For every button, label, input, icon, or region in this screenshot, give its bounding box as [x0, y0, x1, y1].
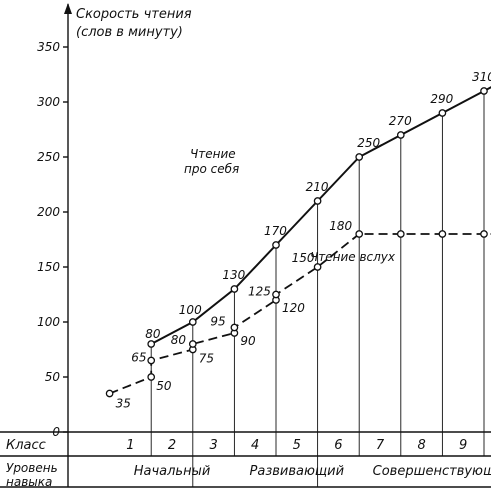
- point-value-label: 80: [171, 333, 187, 347]
- data-point-aloud: [147, 373, 156, 381]
- data-point-silent: [480, 87, 488, 95]
- axes: 0 50 100 150 200 250 300 350: [0, 3, 491, 439]
- class-number: 4: [251, 438, 259, 453]
- point-value-label: 35: [116, 397, 131, 411]
- point-value-label: 210: [306, 180, 329, 194]
- data-point-aloud: [396, 230, 405, 238]
- data-point-aloud: [147, 356, 156, 365]
- series-line-silent: [150, 86, 491, 345]
- class-row-label: Класс: [6, 438, 46, 453]
- point-value-label: 270: [389, 114, 412, 128]
- y-tick-label: 350: [37, 40, 60, 54]
- class-number: 3: [209, 438, 217, 453]
- series-label-silent: Чтение: [190, 147, 236, 161]
- point-value-label: 65: [131, 351, 146, 365]
- data-point-silent: [147, 340, 156, 348]
- point-value-label: 290: [430, 92, 453, 106]
- class-number: 5: [293, 438, 301, 453]
- y-tick-label: 0: [52, 425, 60, 439]
- data-point-silent: [230, 285, 239, 293]
- data-point-aloud: [105, 389, 114, 398]
- point-value-label: 180: [329, 219, 352, 233]
- level-name: Начальный: [134, 464, 211, 479]
- series-line-aloud: [109, 233, 491, 395]
- series-label-aloud: Чтение вслух: [310, 250, 396, 264]
- point-value-label: 125: [248, 285, 271, 299]
- series-lines: [109, 86, 491, 395]
- grid-lines: [150, 91, 485, 432]
- y-tick-label: 250: [37, 150, 60, 164]
- point-value-label: 120: [282, 301, 305, 315]
- y-axis-arrow: [64, 3, 72, 14]
- data-point-aloud: [438, 230, 447, 238]
- point-value-label: 130: [222, 268, 245, 282]
- point-value-label: 95: [210, 315, 225, 329]
- y-axis-label: Скорость чтения: [76, 7, 192, 22]
- y-axis-label: (слов в минуту): [76, 25, 183, 40]
- point-value-label: 90: [240, 334, 256, 348]
- y-tick-label: 150: [37, 260, 60, 274]
- data-point-silent: [272, 241, 280, 249]
- point-value-label: 100: [179, 303, 202, 317]
- data-point-aloud: [355, 230, 364, 238]
- data-point-aloud: [230, 323, 239, 332]
- data-point-silent: [396, 131, 405, 139]
- series-points: [105, 87, 488, 398]
- level-name: Развивающий: [250, 464, 345, 479]
- data-point-silent: [188, 318, 197, 326]
- class-table: КлассУровеньнавыка12345678910НачальныйРа…: [0, 432, 491, 489]
- data-point-silent: [313, 197, 322, 205]
- point-value-label: 310: [472, 70, 491, 84]
- class-number: 6: [334, 438, 342, 453]
- class-number: 2: [168, 438, 176, 453]
- class-number: 9: [459, 438, 467, 453]
- data-point-aloud: [188, 340, 197, 348]
- point-value-label: 80: [145, 327, 161, 341]
- point-value-label: 150: [292, 251, 315, 265]
- class-number: 7: [376, 438, 385, 453]
- point-value-label: 170: [264, 224, 287, 238]
- series-label-silent: про себя: [184, 162, 239, 176]
- y-tick-label: 50: [45, 370, 61, 384]
- data-point-silent: [438, 109, 447, 117]
- y-tick-label: 200: [37, 205, 60, 219]
- point-value-label: 50: [156, 379, 172, 393]
- data-point-aloud: [272, 290, 280, 299]
- class-number: 1: [126, 438, 134, 453]
- point-value-label: 250: [357, 136, 380, 150]
- level-name: Совершенствующий: [373, 464, 491, 479]
- data-point-aloud: [313, 263, 322, 271]
- y-tick-label: 100: [37, 315, 60, 329]
- data-point-aloud: [480, 230, 488, 238]
- point-value-label: 75: [199, 352, 214, 366]
- y-tick-label: 300: [37, 95, 60, 109]
- level-row-label: навыка: [6, 475, 52, 489]
- class-number: 8: [417, 438, 425, 453]
- level-row-label: Уровень: [6, 461, 58, 475]
- chart-text: Скорость чтения (слов в минуту) 35 50 65 80 75…: [76, 7, 491, 411]
- data-point-silent: [355, 153, 364, 161]
